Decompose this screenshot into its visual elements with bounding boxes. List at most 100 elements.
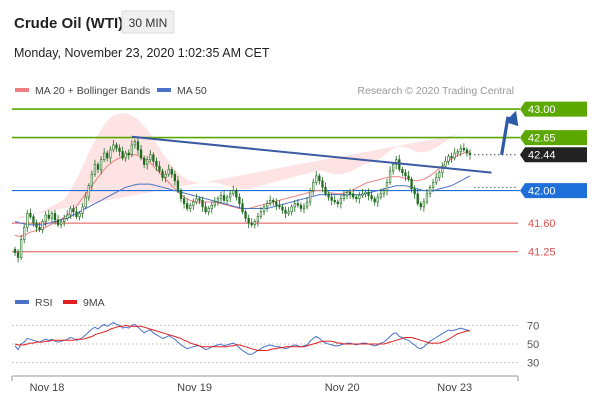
candle-body-90 (290, 206, 293, 213)
candle-body-57 (189, 204, 192, 209)
candle-body-111 (355, 196, 358, 200)
candle-body-116 (370, 195, 373, 200)
candle-body-110 (352, 193, 355, 198)
candle-body-10 (44, 214, 47, 222)
candle-body-73 (238, 196, 241, 204)
candle-body-107 (342, 195, 346, 200)
candle-body-72 (235, 190, 238, 198)
candle-body-7 (35, 222, 38, 228)
candle-body-100 (321, 180, 324, 188)
candle-body-33 (115, 144, 118, 149)
candle-body-78 (253, 221, 256, 226)
ma50-legend-swatch (157, 88, 171, 92)
candle-body-99 (318, 175, 321, 182)
candle-body-143 (453, 152, 456, 159)
candle-body-148 (468, 152, 472, 156)
rsi-line (14, 321, 471, 355)
timeframe-badge[interactable] (121, 10, 175, 34)
x-tick-label-2: Nov 20 (325, 382, 360, 394)
candle-body-105 (336, 201, 339, 204)
level-badge-3 (520, 183, 587, 199)
candle-body-117 (373, 198, 376, 203)
candle-body-21 (78, 213, 81, 217)
candle-body-32 (112, 144, 115, 151)
level-badge-1 (520, 130, 587, 146)
candle-body-137 (435, 177, 438, 183)
candle-body-42 (142, 157, 146, 165)
candle-body-11 (47, 214, 50, 219)
candle-body-35 (121, 151, 124, 159)
candle-body-67 (219, 195, 223, 200)
candle-body-60 (198, 198, 201, 201)
candle-body-18 (69, 208, 72, 216)
candle-body-74 (241, 203, 244, 213)
candle-body-45 (152, 154, 155, 162)
candle-body-91 (293, 203, 296, 208)
datetime-label: Monday, November 23, 2020 1:02:35 AM CET (14, 46, 270, 60)
candle-body-120 (382, 190, 386, 195)
candle-body-1 (16, 252, 20, 258)
rsi-ma-legend-label: 9MA (83, 297, 105, 309)
candle-body-119 (379, 193, 382, 198)
level-label-5: 41.25 (528, 247, 556, 259)
candle-body-65 (213, 201, 216, 206)
candle-body-86 (278, 204, 281, 208)
candle-body-47 (158, 165, 161, 172)
candle-body-102 (327, 193, 330, 198)
candle-body-19 (72, 208, 75, 213)
candle-body-64 (210, 204, 213, 209)
rsi-legend-label: RSI (35, 297, 53, 309)
candle-body-118 (376, 196, 379, 203)
candle-body-12 (50, 213, 54, 219)
candle-body-71 (232, 190, 235, 195)
candle-body-80 (259, 211, 263, 217)
candle-body-36 (124, 152, 127, 159)
instrument-title: Crude Oil (WTI) (14, 15, 123, 32)
ma20-legend-label: MA 20 + Bollinger Bands (35, 85, 150, 97)
candle-body-85 (275, 201, 278, 206)
candle-body-134 (425, 193, 429, 203)
candle-body-49 (164, 173, 167, 178)
target-arrow-head (505, 110, 519, 127)
candle-body-76 (247, 217, 250, 224)
candle-body-41 (139, 149, 143, 159)
candle-body-48 (161, 170, 164, 178)
candle-body-39 (133, 141, 137, 146)
candle-body-62 (204, 206, 207, 213)
candle-body-130 (413, 188, 416, 195)
candle-body-81 (262, 206, 266, 213)
candle-body-8 (38, 226, 41, 230)
candle-body-6 (32, 216, 35, 224)
candle-body-144 (456, 151, 459, 154)
rsi-tick-1: 50 (527, 339, 539, 351)
candle-body-142 (450, 156, 453, 159)
candle-body-106 (339, 198, 343, 204)
candle-body-108 (345, 191, 349, 196)
candle-body-82 (265, 203, 269, 208)
candle-body-96 (308, 190, 312, 203)
candle-body-103 (330, 196, 333, 201)
candle-body-52 (173, 173, 177, 182)
level-label-0: 43.00 (528, 104, 556, 116)
candle-body-95 (305, 201, 309, 208)
candle-body-136 (431, 182, 435, 188)
candle-body-140 (444, 160, 447, 167)
candle-body-94 (302, 206, 306, 209)
candle-body-55 (182, 198, 186, 204)
candle-body-37 (127, 152, 130, 156)
candle-body-104 (333, 200, 336, 203)
candle-body-70 (229, 193, 232, 198)
level-badge-2 (520, 147, 587, 163)
candle-body-145 (459, 147, 462, 152)
level-label-1: 42.65 (528, 133, 556, 145)
level-label-3: 42.00 (528, 186, 556, 198)
candle-body-17 (66, 214, 69, 219)
candle-body-22 (81, 206, 84, 214)
candle-body-4 (26, 213, 29, 228)
x-tick-label-3: Nov 23 (437, 382, 472, 394)
candle-body-3 (23, 226, 26, 240)
candle-body-24 (87, 185, 90, 198)
candle-body-92 (296, 203, 299, 206)
candle-body-0 (13, 248, 17, 253)
candle-body-26 (93, 164, 97, 175)
